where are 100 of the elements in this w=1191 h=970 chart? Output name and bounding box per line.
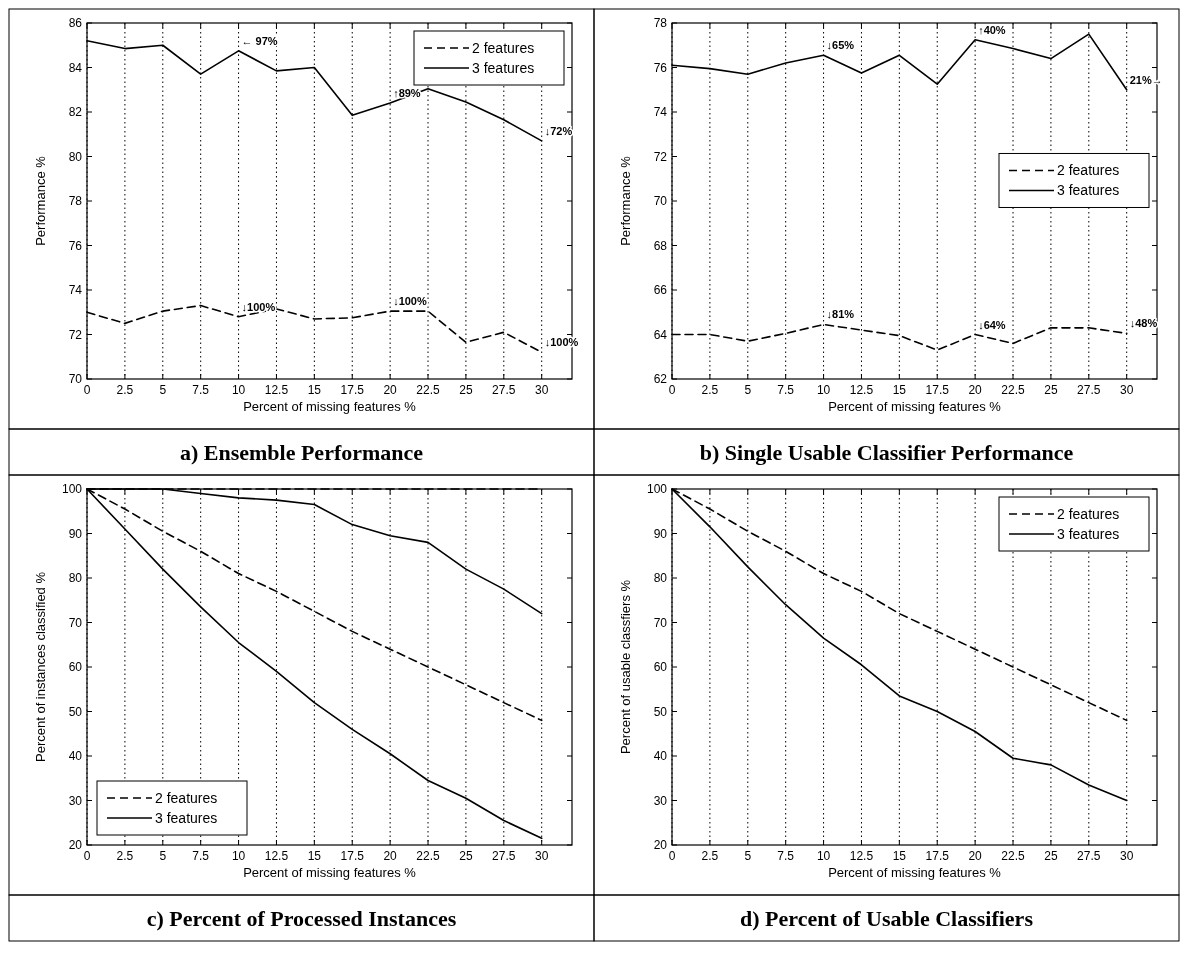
x-tick-label: 17.5 (925, 383, 950, 397)
y-tick-label: 70 (68, 615, 83, 630)
x-tick-label: 2.5 (116, 383, 134, 397)
x-tick-label: 22.5 (416, 383, 441, 397)
text: d) Percent of Usable Classifiers (740, 906, 1034, 931)
y-tick-label: 62 (653, 372, 668, 386)
x-tick-label: 25 (1044, 849, 1058, 863)
y-tick-label: 100 (646, 482, 668, 496)
x-tick-label: 15 (307, 849, 322, 863)
x-tick-label: 25 (459, 849, 473, 863)
x-tick-label: 22.5 (1001, 849, 1026, 863)
y-axis-title: Percent of usable classfiers % (618, 579, 633, 755)
annotation: ↓100% (241, 300, 276, 313)
y-tick-label: 84 (68, 60, 83, 75)
x-tick-label: 10 (231, 383, 246, 397)
x-tick-label: 5 (744, 383, 752, 397)
text: b) Single Usable Classifier Performance (699, 440, 1074, 465)
x-tick-label: 30 (535, 383, 549, 397)
y-tick-label: 50 (653, 704, 668, 719)
x-tick-label: 30 (535, 849, 549, 863)
x-tick-label: 7.5 (192, 383, 210, 397)
y-tick-label: 70 (653, 615, 668, 630)
legend-label: 3 features (155, 810, 218, 826)
annotation: ↓65% (826, 39, 855, 52)
legend-label: 2 features (1057, 506, 1120, 522)
x-tick-label: 30 (1120, 383, 1134, 397)
annotation: ↓64% (978, 318, 1006, 331)
x-tick-label: 27.5 (492, 383, 516, 397)
y-tick-label: 40 (68, 749, 83, 763)
x-tick-label: 27.5 (492, 849, 516, 863)
legend-label: 3 features (472, 60, 535, 76)
x-tick-label: 15 (892, 383, 907, 397)
x-axis-title: Percent of missing features % (828, 865, 1002, 880)
x-tick-label: 15 (307, 383, 322, 397)
x-tick-label: 10 (816, 849, 831, 863)
legend-label: 2 features (1057, 162, 1120, 179)
x-tick-label: 27.5 (1077, 383, 1101, 397)
y-tick-label: 78 (653, 16, 668, 30)
x-tick-label: 10 (816, 383, 831, 397)
annotation: ↓100% (393, 295, 427, 308)
x-tick-label: 7.5 (777, 383, 795, 397)
y-tick-label: 78 (68, 194, 83, 208)
y-tick-label: 100 (61, 482, 83, 496)
text: c) Percent of Processed Instances (146, 906, 457, 931)
y-axis-title: Performance % (33, 155, 48, 246)
x-tick-label: 12.5 (849, 849, 874, 863)
x-tick-label: 20 (968, 383, 983, 397)
x-tick-label: 15 (892, 849, 907, 863)
x-tick-label: 20 (383, 383, 398, 397)
x-tick-label: 30 (1120, 849, 1134, 863)
x-tick-label: 25 (1044, 383, 1058, 397)
x-tick-label: 22.5 (1001, 383, 1026, 397)
text: a) Ensemble Performance (179, 440, 424, 465)
y-tick-label: 72 (653, 149, 668, 164)
x-tick-label: 25 (459, 383, 473, 397)
y-tick-label: 90 (653, 526, 668, 541)
x-tick-label: 17.5 (925, 849, 950, 863)
x-tick-label: 7.5 (192, 849, 210, 863)
y-tick-label: 80 (68, 149, 83, 164)
annotation: ← 97% (241, 34, 278, 47)
y-tick-label: 90 (68, 526, 83, 541)
y-axis-title: Percent of instances classified % (33, 571, 48, 763)
x-tick-label: 17.5 (340, 849, 365, 863)
x-tick-label: 5 (159, 383, 167, 397)
x-tick-label: 7.5 (777, 849, 795, 863)
y-tick-label: 30 (653, 793, 668, 808)
x-tick-label: 2.5 (701, 849, 719, 863)
y-tick-label: 50 (68, 704, 83, 719)
x-tick-label: 10 (231, 849, 246, 863)
y-tick-label: 86 (68, 16, 83, 30)
y-tick-label: 82 (68, 105, 83, 119)
x-tick-label: 0 (83, 849, 91, 863)
x-tick-label: 0 (668, 849, 676, 863)
x-tick-label: 5 (744, 849, 752, 863)
x-tick-label: 5 (159, 849, 167, 863)
y-tick-label: 70 (653, 194, 668, 208)
x-tick-label: 2.5 (701, 383, 719, 397)
y-tick-label: 76 (653, 60, 668, 75)
y-tick-label: 80 (653, 571, 668, 585)
y-tick-label: 60 (653, 660, 668, 674)
y-tick-label: 40 (653, 749, 668, 763)
y-tick-label: 20 (68, 838, 83, 852)
x-tick-label: 12.5 (264, 383, 289, 397)
x-tick-label: 20 (383, 849, 398, 863)
y-tick-label: 70 (68, 372, 83, 386)
x-axis-title: Percent of missing features % (243, 865, 417, 880)
y-tick-label: 64 (653, 327, 668, 342)
x-tick-label: 12.5 (264, 849, 289, 863)
x-tick-label: 2.5 (116, 849, 134, 863)
x-tick-label: 0 (83, 383, 91, 397)
x-tick-label: 22.5 (416, 849, 441, 863)
legend-label: 3 features (1057, 182, 1120, 199)
legend-label: 3 features (1057, 526, 1120, 542)
x-axis-title: Percent of missing features % (243, 399, 417, 414)
y-tick-label: 30 (68, 793, 83, 808)
x-tick-label: 12.5 (849, 383, 874, 397)
y-tick-label: 80 (68, 571, 83, 585)
x-tick-label: 27.5 (1077, 849, 1101, 863)
x-tick-label: 17.5 (340, 383, 365, 397)
legend-label: 2 features (155, 790, 218, 806)
